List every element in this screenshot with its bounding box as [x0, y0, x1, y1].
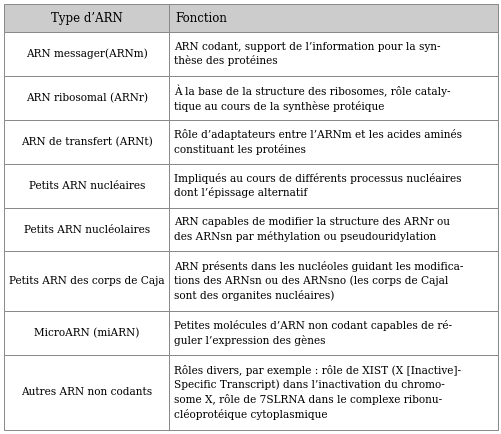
Bar: [169, 76, 497, 120]
Text: Impliqués au cours de différents processus nucléaires
dont l’épissage alternatif: Impliqués au cours de différents process…: [174, 173, 461, 198]
Text: Rôles divers, par exemple : rôle de XIST (X [Inactive]-
Specific Transcript) dan: Rôles divers, par exemple : rôle de XIST…: [174, 365, 460, 420]
Text: Petits ARN nucléolaires: Petits ARN nucléolaires: [24, 224, 149, 234]
Text: ARN codant, support de l’information pour la syn-
thèse des protéines: ARN codant, support de l’information pou…: [174, 42, 440, 66]
Bar: [169, 120, 497, 164]
Bar: [4, 76, 169, 120]
Text: Petits ARN des corps de Caja: Petits ARN des corps de Caja: [9, 276, 164, 286]
Bar: [169, 251, 497, 311]
Text: ARN messager(ARNm): ARN messager(ARNm): [26, 49, 147, 59]
Bar: [4, 120, 169, 164]
Bar: [169, 32, 497, 76]
Text: Petits ARN nucléaires: Petits ARN nucléaires: [29, 181, 145, 191]
Text: Type d’ARN: Type d’ARN: [51, 12, 122, 25]
Bar: [169, 164, 497, 207]
Bar: [169, 355, 497, 430]
Text: Fonction: Fonction: [175, 12, 227, 25]
Bar: [4, 355, 169, 430]
Text: À la base de la structure des ribosomes, rôle cataly-
tique au cours de la synth: À la base de la structure des ribosomes,…: [174, 85, 450, 112]
Bar: [4, 32, 169, 76]
Bar: [169, 4, 497, 32]
Bar: [169, 207, 497, 251]
Bar: [4, 251, 169, 311]
Text: Autres ARN non codants: Autres ARN non codants: [21, 388, 152, 398]
Bar: [4, 4, 169, 32]
Text: Petites molécules d’ARN non codant capables de ré-
guler l’expression des gènes: Petites molécules d’ARN non codant capab…: [174, 320, 451, 346]
Text: MicroARN (miARN): MicroARN (miARN): [34, 328, 139, 338]
Text: ARN ribosomal (ARNr): ARN ribosomal (ARNr): [26, 93, 147, 103]
Bar: [4, 164, 169, 207]
Bar: [4, 207, 169, 251]
Text: ARN de transfert (ARNt): ARN de transfert (ARNt): [21, 137, 152, 147]
Bar: [4, 311, 169, 355]
Text: ARN présents dans les nucléoles guidant les modifica-
tions des ARNsn ou des ARN: ARN présents dans les nucléoles guidant …: [174, 261, 463, 301]
Text: ARN capables de modifier la structure des ARNr ou
des ARNsn par méthylation ou p: ARN capables de modifier la structure de…: [174, 217, 449, 242]
Text: Rôle d’adaptateurs entre l’ARNm et les acides aminés
constituant les protéines: Rôle d’adaptateurs entre l’ARNm et les a…: [174, 129, 461, 155]
Bar: [169, 311, 497, 355]
